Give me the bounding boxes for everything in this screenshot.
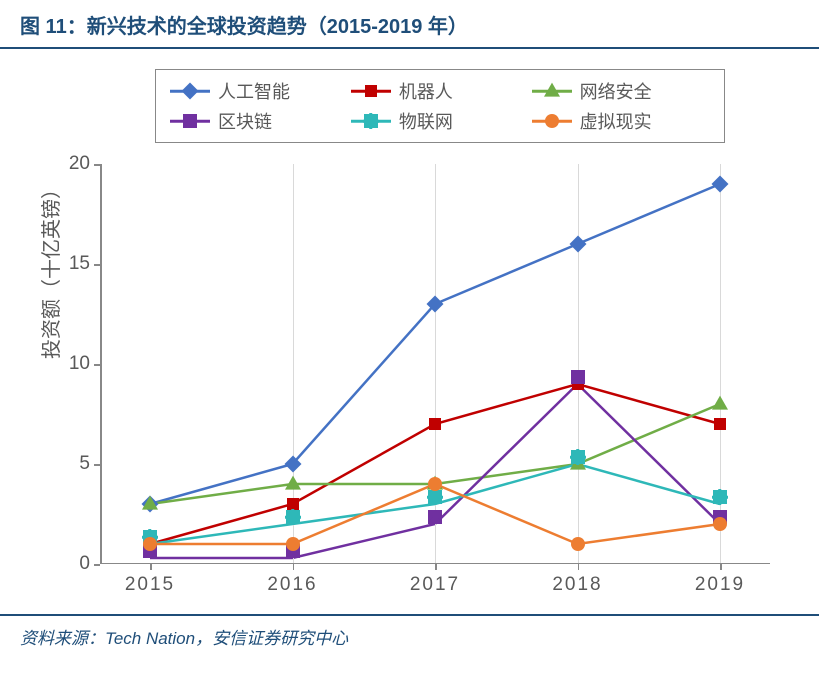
plot-region: 0510152020152016201720182019 [100, 164, 770, 564]
legend-label: 人工智能 [218, 78, 290, 104]
data-point [428, 497, 442, 511]
data-point [713, 497, 727, 511]
gridline [578, 164, 579, 564]
legend-label: 网络安全 [580, 78, 652, 104]
legend-item: 人工智能 [166, 76, 347, 106]
data-point [428, 517, 442, 531]
legend-label: 区块链 [218, 108, 272, 134]
legend-item: 区块链 [166, 106, 347, 136]
legend-item: 网络安全 [528, 76, 709, 106]
data-point [286, 517, 300, 531]
figure-container: 图 11：新兴技术的全球投资趋势（2015-2019 年） 投资额（十亿英镑） … [0, 0, 819, 673]
chart-area: 投资额（十亿英镑） 人工智能 机器人 网络安全区块链 物联网 虚拟现实 05101520… [0, 49, 819, 614]
chart-source: 资料来源：Tech Nation，安信证券研究中心 [0, 614, 819, 657]
y-axis [100, 164, 102, 564]
legend-item: 虚拟现实 [528, 106, 709, 136]
y-axis-label: 投资额（十亿英镑） [35, 179, 64, 359]
legend-label: 机器人 [399, 78, 453, 104]
legend-item: 机器人 [347, 76, 528, 106]
legend-label: 物联网 [399, 108, 453, 134]
legend-item: 物联网 [347, 106, 528, 136]
data-point [286, 551, 300, 565]
legend: 人工智能 机器人 网络安全区块链 物联网 虚拟现实 [155, 69, 725, 143]
legend-label: 虚拟现实 [580, 108, 652, 134]
data-point [571, 457, 585, 471]
data-point [143, 551, 157, 565]
chart-title: 图 11：新兴技术的全球投资趋势（2015-2019 年） [0, 0, 819, 49]
data-point [571, 377, 585, 391]
